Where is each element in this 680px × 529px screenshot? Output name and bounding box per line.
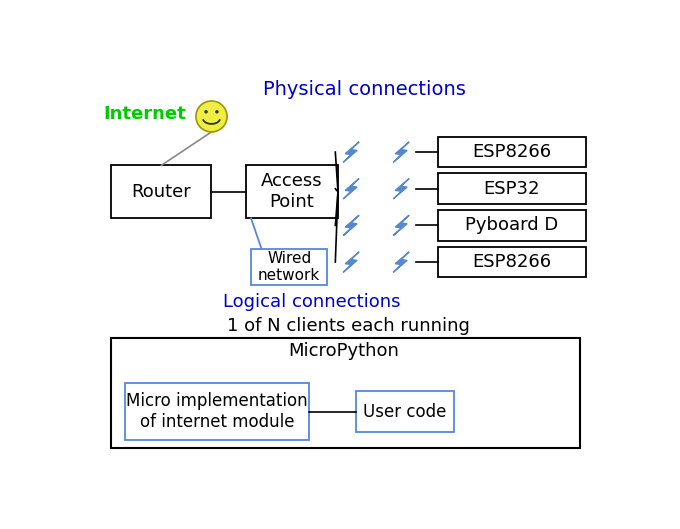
Text: ESP8266: ESP8266 — [473, 253, 551, 271]
FancyBboxPatch shape — [112, 165, 211, 218]
Text: Access
Point: Access Point — [261, 172, 322, 211]
Polygon shape — [393, 179, 409, 199]
Ellipse shape — [205, 111, 207, 113]
Polygon shape — [343, 252, 359, 272]
Polygon shape — [343, 142, 359, 162]
Text: User code: User code — [364, 403, 447, 421]
FancyBboxPatch shape — [251, 249, 327, 286]
Text: Router: Router — [131, 183, 191, 201]
Text: Internet: Internet — [103, 105, 186, 123]
FancyBboxPatch shape — [245, 165, 338, 218]
Ellipse shape — [216, 111, 218, 113]
Text: Pyboard D: Pyboard D — [465, 216, 558, 234]
Text: ESP32: ESP32 — [483, 180, 540, 198]
Text: Wired
network: Wired network — [258, 251, 320, 284]
FancyBboxPatch shape — [438, 137, 585, 167]
Text: MicroPython: MicroPython — [288, 342, 398, 360]
FancyBboxPatch shape — [438, 210, 585, 241]
FancyBboxPatch shape — [356, 391, 454, 432]
Polygon shape — [393, 252, 409, 272]
Text: Physical connections: Physical connections — [263, 80, 466, 99]
Text: Micro implementation
of internet module: Micro implementation of internet module — [126, 393, 307, 431]
Polygon shape — [393, 142, 409, 162]
FancyBboxPatch shape — [124, 383, 309, 440]
Text: Logical connections: Logical connections — [223, 293, 401, 311]
FancyBboxPatch shape — [438, 174, 585, 204]
Text: ESP8266: ESP8266 — [473, 143, 551, 161]
FancyBboxPatch shape — [438, 247, 585, 277]
Polygon shape — [343, 179, 359, 199]
Ellipse shape — [196, 101, 227, 132]
Text: 1 of N clients each running: 1 of N clients each running — [227, 317, 470, 335]
Polygon shape — [393, 215, 409, 235]
Polygon shape — [343, 215, 359, 235]
FancyBboxPatch shape — [112, 339, 581, 449]
